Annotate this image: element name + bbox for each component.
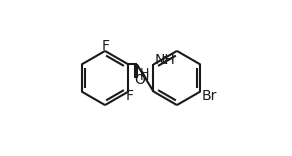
Text: Br: Br bbox=[201, 89, 217, 103]
Text: 2: 2 bbox=[161, 56, 167, 66]
Text: F: F bbox=[125, 89, 133, 103]
Text: O: O bbox=[134, 73, 145, 87]
Text: NH: NH bbox=[154, 53, 175, 67]
Text: F: F bbox=[102, 39, 110, 53]
Text: N: N bbox=[140, 70, 149, 83]
Text: H: H bbox=[140, 67, 149, 80]
